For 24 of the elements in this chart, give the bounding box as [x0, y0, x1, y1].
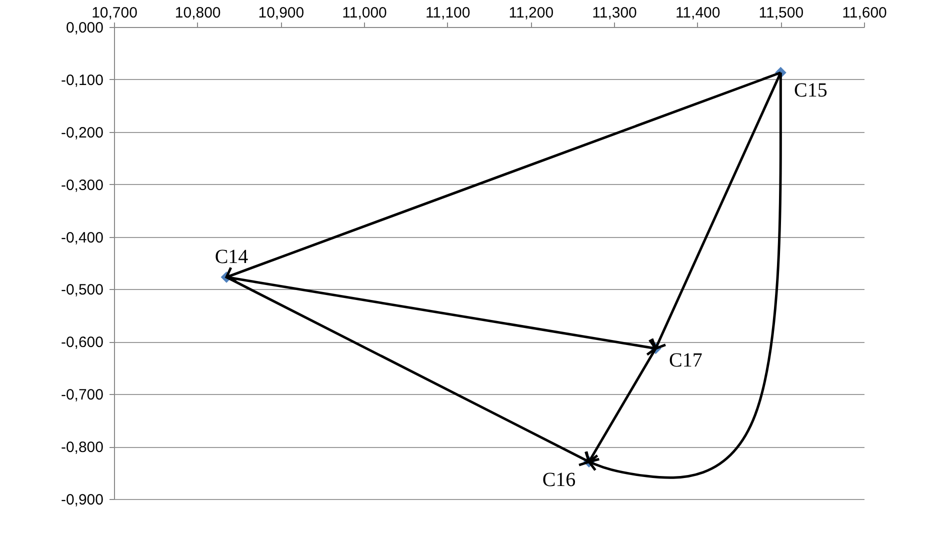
x-tick-label: 11,200: [508, 4, 554, 22]
y-tick-label: -0,400: [60, 229, 104, 246]
x-tick-label: 10,700: [92, 4, 138, 22]
data-label: C17: [668, 349, 702, 372]
data-label: C16: [542, 468, 576, 491]
y-tick-label: -0,800: [60, 439, 104, 456]
y-tick-label: -0,300: [60, 176, 104, 194]
x-tick-label: 11,400: [675, 4, 720, 22]
y-tick-label: -0,500: [60, 282, 104, 299]
y-tick-label: -0,700: [60, 386, 104, 404]
x-tick-label: 11,000: [342, 4, 387, 22]
y-tick-label: -0,100: [60, 72, 104, 89]
x-tick-label: 10,900: [258, 4, 304, 22]
data-label: C14: [214, 246, 248, 268]
x-tick-label: 11,300: [592, 4, 637, 22]
x-tick-label: 10,800: [174, 4, 221, 22]
data-label: C15: [794, 80, 828, 102]
x-tick-label: 11,100: [425, 4, 470, 22]
y-tick-label: 0,000: [66, 20, 104, 36]
y-tick-label: -0,200: [60, 124, 104, 142]
x-tick-label: 11,500: [758, 4, 804, 22]
y-tick-label: -0,900: [60, 492, 104, 508]
y-tick-label: -0,600: [60, 334, 104, 352]
x-tick-label: 11,600: [842, 4, 887, 22]
